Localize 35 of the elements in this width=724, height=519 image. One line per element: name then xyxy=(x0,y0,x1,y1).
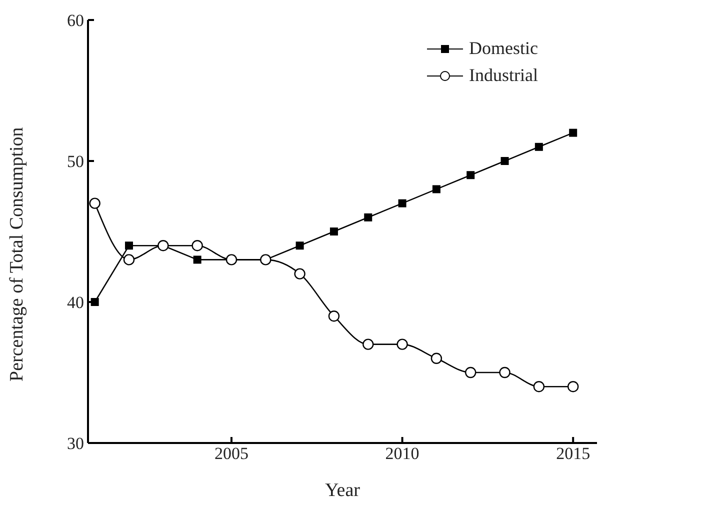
legend-label: Industrial xyxy=(469,65,538,86)
point xyxy=(364,213,372,222)
x-axis-title: Year xyxy=(324,480,361,501)
point xyxy=(500,157,509,165)
x-tick-label: 2010 xyxy=(385,444,420,464)
y-tick-label: 30 xyxy=(67,434,84,454)
point xyxy=(328,310,340,322)
point xyxy=(192,240,203,252)
point xyxy=(466,171,475,180)
point xyxy=(533,381,545,392)
point xyxy=(567,381,579,392)
legend-label: Domestic xyxy=(469,38,538,59)
point xyxy=(569,128,578,137)
point xyxy=(432,185,440,194)
point xyxy=(396,338,408,350)
point xyxy=(330,228,338,236)
point xyxy=(296,242,304,250)
point xyxy=(362,338,374,350)
point xyxy=(534,142,543,151)
point xyxy=(124,242,133,250)
point xyxy=(193,256,202,264)
y-tick-label: 60 xyxy=(67,11,84,30)
point xyxy=(123,254,135,266)
x-tick-label: 2005 xyxy=(214,444,248,464)
point xyxy=(430,352,442,364)
y-tick-label: 50 xyxy=(67,152,84,172)
x-tick-label: 2015 xyxy=(556,444,590,464)
point xyxy=(499,366,510,378)
point xyxy=(89,198,100,209)
point xyxy=(90,298,99,306)
point xyxy=(294,268,306,280)
y-axis-title: Percentage of Total Consumption xyxy=(6,126,28,382)
y-tick-label: 40 xyxy=(67,293,84,312)
point xyxy=(398,199,406,208)
point xyxy=(465,366,476,378)
